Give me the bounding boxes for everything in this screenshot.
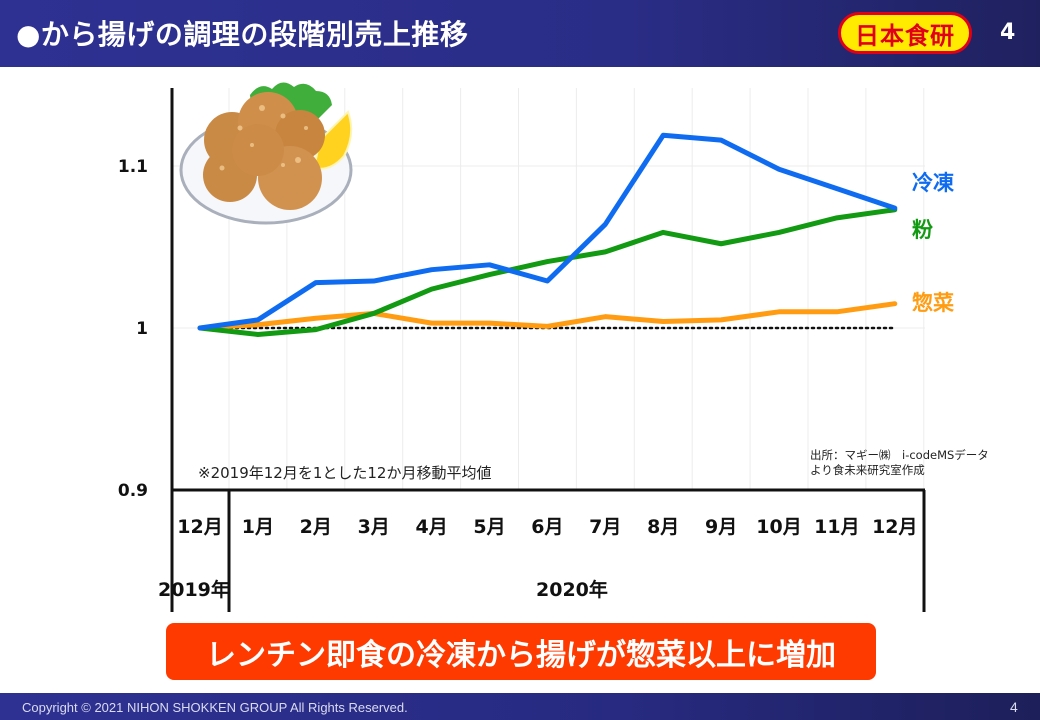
x-tick-label: 8月 [647, 516, 679, 538]
x-tick-label: 2月 [300, 516, 332, 538]
x-tick-label: 12月 [872, 516, 917, 538]
line-chart: 1.1 1 0.9 12月 1月 2月 3月 4月 5月 6月 7月 8月 9月 10月 11月 12月 2… [118, 82, 989, 612]
slide-footer: Copyright © 2021 NIHON SHOKKEN GROUP All… [0, 693, 1040, 720]
y-tick-label: 1.1 [118, 157, 148, 177]
x-tick-label: 3月 [358, 516, 390, 538]
x-tick-label: 10月 [756, 516, 801, 538]
x-tick-label: 11月 [814, 516, 859, 538]
x-tick-label: 1月 [242, 516, 274, 538]
x-tick-label: 7月 [589, 516, 621, 538]
x-tick-labels: 12月 1月 2月 3月 4月 5月 6月 7月 8月 9月 10月 11月 12月 [177, 516, 917, 538]
banner-text: レンチン即食の冷凍から揚げが惣菜以上に増加 [206, 637, 836, 673]
y-tick-label: 1 [136, 319, 148, 339]
series-line-2 [197, 301, 898, 331]
karaage-plate-illustration [179, 82, 353, 225]
x-tick-label: 5月 [473, 516, 505, 538]
y-tick-labels: 1.1 1 0.9 [118, 157, 148, 501]
x-tick-label: 12月 [177, 516, 222, 538]
series-line-1 [197, 207, 898, 337]
source-line-1: 出所：マギー㈱ i-codeMSデータ [810, 448, 989, 462]
conclusion-banner: レンチン即食の冷凍から揚げが惣菜以上に増加 [166, 623, 876, 680]
series-lines [197, 132, 898, 337]
copyright-text: Copyright © 2021 NIHON SHOKKEN GROUP All… [22, 700, 408, 715]
x-tick-label: 4月 [415, 516, 447, 538]
legend-label: 冷凍 [912, 171, 954, 195]
source-line-2: より食未来研究室作成 [810, 463, 925, 477]
slide-header: ●から揚げの調理の段階別売上推移 日本食研 4 [0, 0, 1040, 67]
x-tick-label: 9月 [705, 516, 737, 538]
header-page-number: 4 [1000, 20, 1016, 45]
slide-title: ●から揚げの調理の段階別売上推移 [16, 18, 469, 51]
y-tick-label: 0.9 [118, 481, 148, 501]
nihon-shokken-logo: 日本食研 [838, 12, 972, 54]
series-line-0 [197, 132, 898, 331]
legend-label: 惣菜 [912, 291, 954, 315]
year-label-2019: 2019年 [158, 578, 230, 601]
legend-label: 粉 [912, 218, 933, 242]
axes [170, 88, 926, 612]
footer-page-number: 4 [1010, 699, 1018, 715]
x-tick-label: 6月 [531, 516, 563, 538]
year-label-2020: 2020年 [536, 578, 608, 601]
chart-note: ※2019年12月を1とした12か月移動平均値 [198, 464, 491, 482]
logo-text: 日本食研 [855, 21, 955, 50]
